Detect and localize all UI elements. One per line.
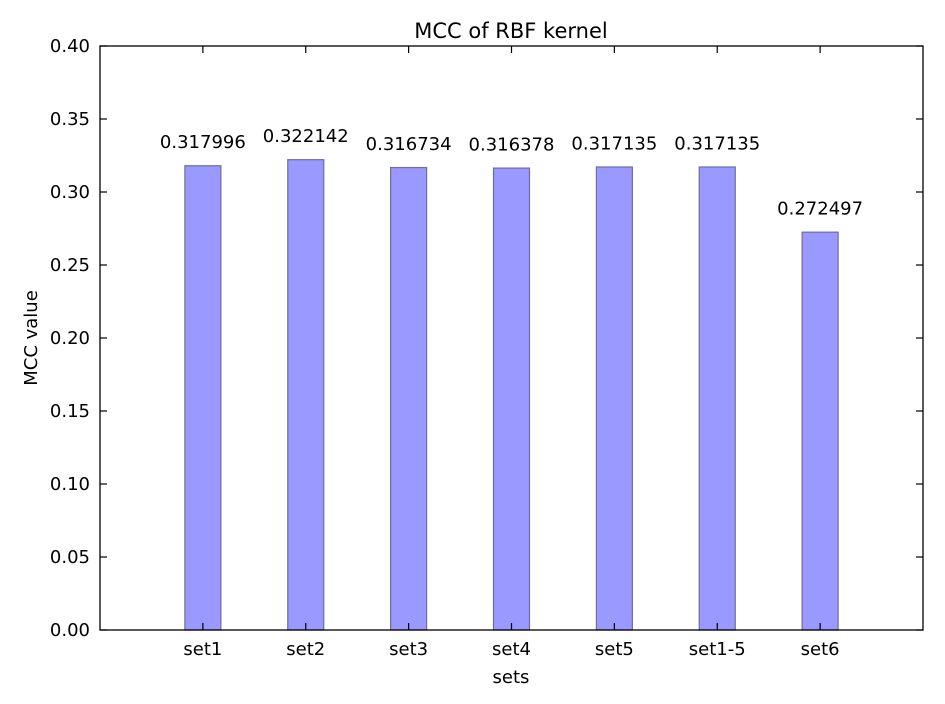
bar-set5 — [595, 166, 633, 631]
bar-set6 — [801, 231, 839, 631]
y-tick-label: 0.10 — [50, 474, 90, 495]
chart-title: MCC of RBF kernel — [414, 19, 607, 43]
y-axis: 0.00 0.05 0.10 0.15 0.20 0.25 0.30 0.35 0.40 — [50, 36, 923, 641]
data-labels-group: 0.317996 0.322142 0.316734 0.316378 0.317135… — [160, 126, 863, 219]
x-tick-label-set1: set1 — [183, 639, 222, 660]
x-tick-label-set4: set4 — [492, 639, 531, 660]
y-tick-label: 0.25 — [50, 255, 90, 276]
x-tick-label-set6: set6 — [801, 639, 840, 660]
data-label-set2: 0.322142 — [263, 126, 349, 147]
bar-set3 — [390, 166, 428, 631]
x-tick-label-set1-5: set1-5 — [689, 639, 746, 660]
x-tick-label-set3: set3 — [389, 639, 428, 660]
x-tick-label-set2: set2 — [286, 639, 325, 660]
y-axis-title: MCC value — [21, 290, 42, 386]
bar-set4 — [492, 167, 531, 631]
bars-group — [184, 159, 839, 631]
bar-set1 — [184, 165, 222, 631]
x-axis-title: sets — [493, 667, 530, 688]
bar-set2 — [287, 159, 325, 631]
y-tick-label: 0.30 — [50, 182, 90, 203]
data-label-set5: 0.317135 — [571, 133, 657, 154]
data-label-set1: 0.317996 — [160, 132, 246, 153]
data-label-set3: 0.316734 — [366, 134, 452, 155]
x-tick-label-set5: set5 — [595, 639, 634, 660]
y-tick-label: 0.35 — [50, 109, 90, 130]
y-tick-label: 0.15 — [50, 401, 90, 422]
y-tick-label: 0.00 — [50, 620, 90, 641]
data-label-set6: 0.272497 — [777, 199, 863, 220]
data-label-set4: 0.316378 — [469, 134, 555, 155]
y-tick-label: 0.05 — [50, 547, 90, 568]
bar-set1-5 — [698, 166, 736, 631]
y-tick-label: 0.20 — [50, 328, 90, 349]
x-axis: set1 set2 set3 set4 set5 set1-5 set6 — [183, 46, 840, 660]
y-tick-label: 0.40 — [50, 36, 90, 57]
data-label-set1-5: 0.317135 — [674, 133, 760, 154]
